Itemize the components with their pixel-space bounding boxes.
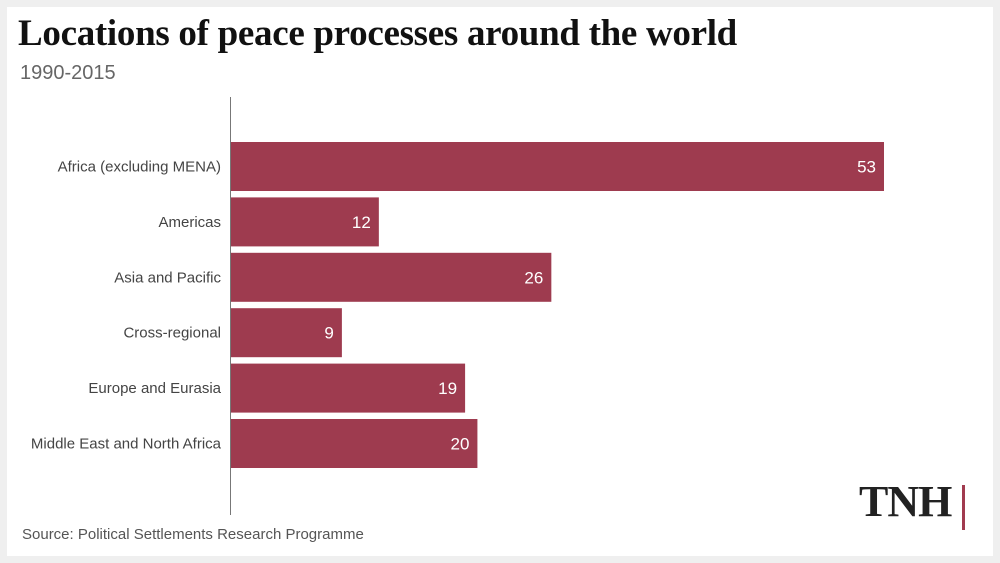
source-note: Source: Political Settlements Research P… [22,526,364,543]
value-label: 53 [857,158,876,177]
value-label: 12 [352,213,371,232]
bar [231,308,342,358]
tnh-logo: TNH [859,477,952,526]
bar [231,252,552,302]
chart-subtitle: 1990-2015 [20,62,116,84]
logo-accent-bar [962,485,965,530]
category-label: Europe and Eurasia [88,380,221,397]
category-label: Africa (excluding MENA) [58,159,221,176]
bar [231,197,379,247]
category-label: Asia and Pacific [114,269,221,286]
bar [231,142,884,191]
category-label: Americas [158,214,221,231]
bar [231,363,466,413]
bar [231,419,478,468]
chart-title: Locations of peace processes around the … [18,13,737,54]
value-label: 9 [324,324,333,343]
value-label: 19 [438,379,457,398]
value-label: 20 [450,435,469,454]
value-label: 26 [524,268,543,287]
category-label: Middle East and North Africa [31,436,222,453]
category-label: Cross-regional [123,325,221,342]
